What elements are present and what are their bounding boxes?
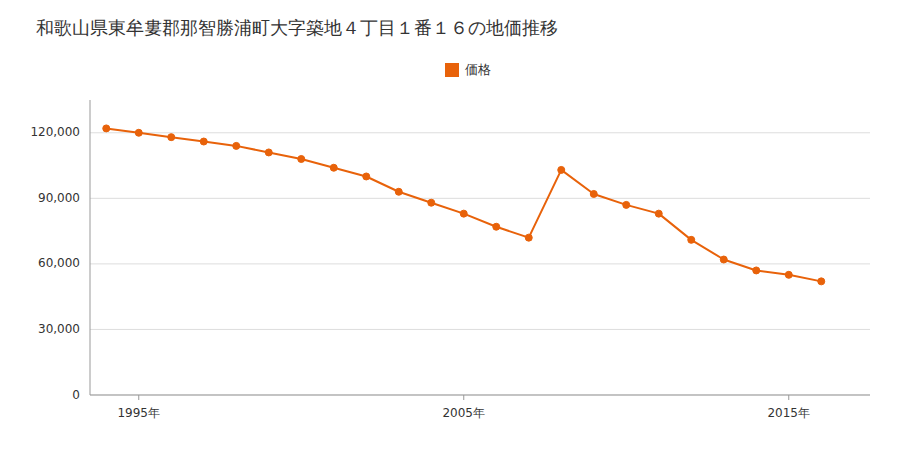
y-axis-line xyxy=(90,100,91,395)
data-point xyxy=(200,138,207,145)
data-point xyxy=(298,156,305,163)
grid-line xyxy=(90,329,870,330)
data-point xyxy=(623,201,630,208)
x-tick-label: 2015年 xyxy=(767,406,810,420)
data-point xyxy=(525,234,532,241)
grid-line xyxy=(90,395,870,396)
x-tick xyxy=(138,395,139,400)
data-point xyxy=(168,134,175,141)
data-point xyxy=(655,210,662,217)
legend: 価格 xyxy=(445,62,491,78)
series-line xyxy=(106,128,821,281)
y-tick-label: 30,000 xyxy=(38,322,80,336)
grid-line xyxy=(90,132,870,133)
x-tick-label: 2005年 xyxy=(442,406,485,420)
data-point xyxy=(395,188,402,195)
data-point xyxy=(688,236,695,243)
y-grid xyxy=(90,133,870,395)
legend-swatch xyxy=(445,63,459,77)
data-point xyxy=(818,278,825,285)
legend-label: 価格 xyxy=(465,62,491,77)
data-point xyxy=(103,125,110,132)
data-point xyxy=(558,166,565,173)
y-tick-label: 0 xyxy=(72,388,80,402)
data-point xyxy=(265,149,272,156)
y-tick-label: 90,000 xyxy=(38,191,80,205)
data-point xyxy=(233,142,240,149)
data-point xyxy=(428,199,435,206)
x-tick-label: 1995年 xyxy=(117,406,160,420)
x-axis-line xyxy=(90,395,870,396)
data-point xyxy=(493,223,500,230)
chart-svg: 和歌山県東牟婁郡那智勝浦町大字築地４丁目１番１６の地価推移 0 30,000 60,0… xyxy=(0,0,900,450)
chart-container: 和歌山県東牟婁郡那智勝浦町大字築地４丁目１番１６の地価推移 0 30,000 60,0… xyxy=(0,0,900,450)
x-tick xyxy=(788,395,789,400)
data-point xyxy=(330,164,337,171)
data-point xyxy=(720,256,727,263)
grid-line xyxy=(90,198,870,199)
grid-line xyxy=(90,263,870,264)
y-tick-label: 120,000 xyxy=(30,125,80,139)
data-point xyxy=(785,271,792,278)
chart-title: 和歌山県東牟婁郡那智勝浦町大字築地４丁目１番１６の地価推移 xyxy=(36,17,558,38)
data-point xyxy=(363,173,370,180)
data-point xyxy=(135,129,142,136)
data-point xyxy=(460,210,467,217)
data-point xyxy=(590,190,597,197)
data-point xyxy=(753,267,760,274)
data-layer xyxy=(103,125,825,285)
x-tick xyxy=(463,395,464,400)
y-tick-label: 60,000 xyxy=(38,256,80,270)
